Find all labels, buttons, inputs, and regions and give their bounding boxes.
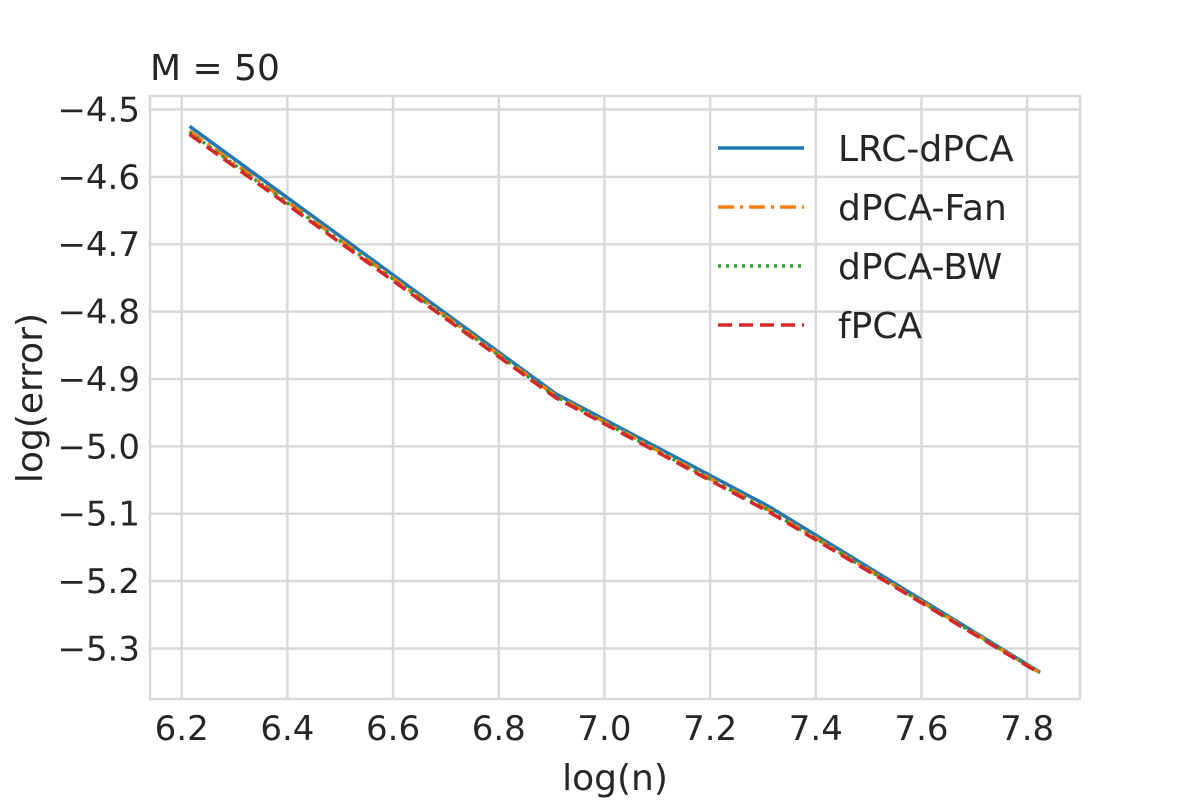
chart-title: M = 50 [150,48,280,89]
plot-frame [148,94,1082,701]
y-tick-label: −5.3 [57,629,140,669]
grid [150,96,1080,699]
x-tick-label: 7.0 [577,709,631,749]
y-tick-label: −4.8 [57,293,140,333]
y-tick-label: −4.7 [57,225,140,265]
x-tick-label: 7.6 [894,709,948,749]
tick-labels: 6.2 6.4 6.6 6.8 7.0 7.2 7.4 7.6 7.8 −4.5 −4.6 −4.7 −… [57,90,1054,749]
x-tick-label: 6.6 [366,709,420,749]
y-tick-label: −4.5 [57,90,140,130]
legend-label: fPCA [838,306,923,347]
legend: LRC-dPCA dPCA-Fan dPCA-BW fPCA [718,129,1014,347]
x-tick-label: 7.4 [789,709,843,749]
y-tick-label: −5.2 [57,562,140,602]
legend-label: dPCA-Fan [838,188,1007,229]
series-line-fpca [188,132,1041,675]
y-axis-label: log(error) [10,313,51,483]
x-tick-label: 7.2 [683,709,737,749]
legend-label: dPCA-BW [838,247,1002,288]
y-tick-label: −5.1 [57,495,140,535]
y-tick-label: −4.6 [57,158,140,198]
x-axis-label: log(n) [562,758,668,799]
legend-label: LRC-dPCA [838,129,1014,170]
series-lines [188,124,1041,675]
y-tick-label: −5.0 [57,427,140,467]
x-tick-label: 6.4 [260,709,314,749]
x-tick-label: 6.8 [472,709,526,749]
x-tick-label: 7.8 [1000,709,1054,749]
series-line-dpca-bw [188,130,1041,675]
y-tick-label: −4.9 [57,360,140,400]
x-tick-label: 6.2 [155,709,209,749]
